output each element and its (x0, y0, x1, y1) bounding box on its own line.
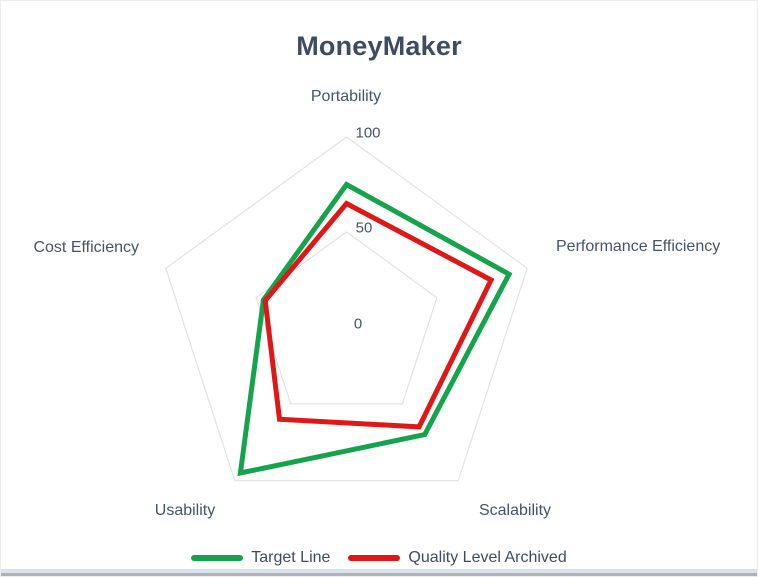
tick-label-50: 50 (355, 219, 373, 237)
legend: Target Line Quality Level Archived (1, 549, 757, 567)
legend-item-quality-level-archived[interactable]: Quality Level Archived (348, 549, 567, 567)
legend-swatch-target-line (191, 555, 244, 561)
chart-title: MoneyMaker (296, 31, 462, 61)
axis-label-usability: Usability (154, 502, 216, 519)
legend-label-quality-level-archived: Quality Level Archived (408, 549, 567, 566)
legend-swatch-quality-level-archived (348, 555, 401, 561)
axis-label-performance-efficiency: Performance Efficiency (556, 238, 721, 255)
axis-label-scalability: Scalability (478, 502, 552, 519)
tick-label-0: 0 (353, 315, 363, 333)
grid-ring-100 (165, 136, 528, 482)
grid-ring-50 (255, 231, 438, 405)
tick-label-100: 100 (355, 124, 381, 142)
window-bottom-border-blue (1, 569, 757, 573)
window-bottom-border-gray (1, 573, 757, 576)
axis-label-portability: Portability (310, 88, 382, 105)
legend-label-target-line: Target Line (251, 549, 331, 566)
series-polygon-target-line (237, 181, 513, 477)
legend-item-target-line[interactable]: Target Line (191, 549, 330, 567)
axis-label-cost-efficiency: Cost Efficiency (33, 239, 139, 256)
series-polygon-quality-level-archived (262, 200, 495, 430)
